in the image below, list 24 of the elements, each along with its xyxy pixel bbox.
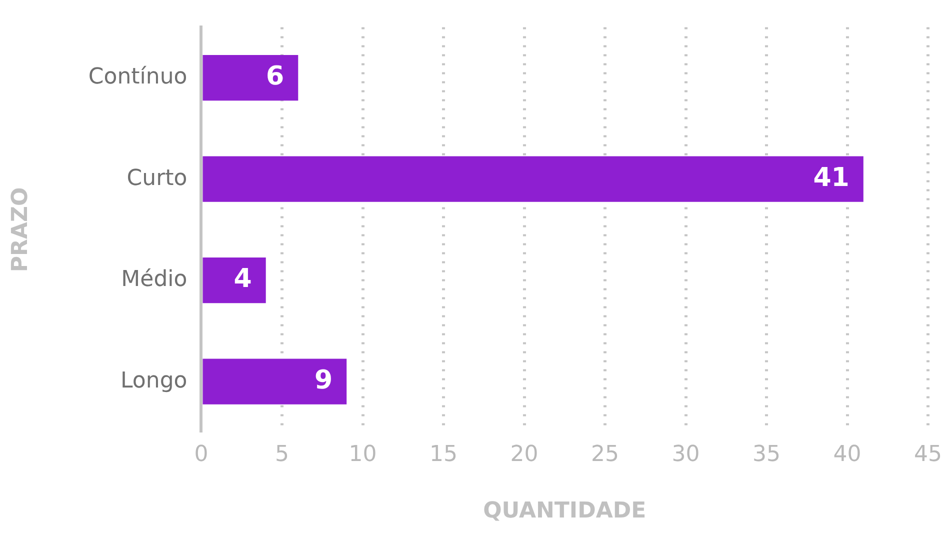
x-tick-label: 30 [672, 442, 700, 468]
x-tick-label: 45 [914, 442, 942, 468]
y-tick-label: Longo [120, 368, 188, 394]
y-tick-label: Curto [126, 166, 188, 191]
bar [202, 358, 347, 404]
x-tick-label: 20 [510, 442, 538, 468]
data-label: 41 [813, 162, 850, 193]
x-tick-label: 15 [430, 442, 458, 468]
x-tick-label: 10 [348, 442, 377, 468]
y-tick-label: Contínuo [88, 64, 188, 90]
data-label: 4 [234, 264, 252, 294]
data-label: 9 [314, 365, 333, 396]
y-axis-title: PRAZO [8, 187, 33, 272]
x-tick-label: 0 [194, 442, 208, 468]
x-axis-title: QUANTIDADE [483, 498, 646, 524]
x-tick-label: 5 [275, 442, 289, 468]
x-tick-label: 25 [591, 442, 619, 468]
data-label: 6 [266, 62, 284, 92]
bar [202, 258, 266, 304]
x-tick-label: 40 [833, 442, 862, 468]
bar [202, 156, 864, 202]
x-tick-label: 35 [752, 442, 780, 468]
y-tick-label: Médio [121, 267, 188, 292]
bar [202, 55, 298, 101]
